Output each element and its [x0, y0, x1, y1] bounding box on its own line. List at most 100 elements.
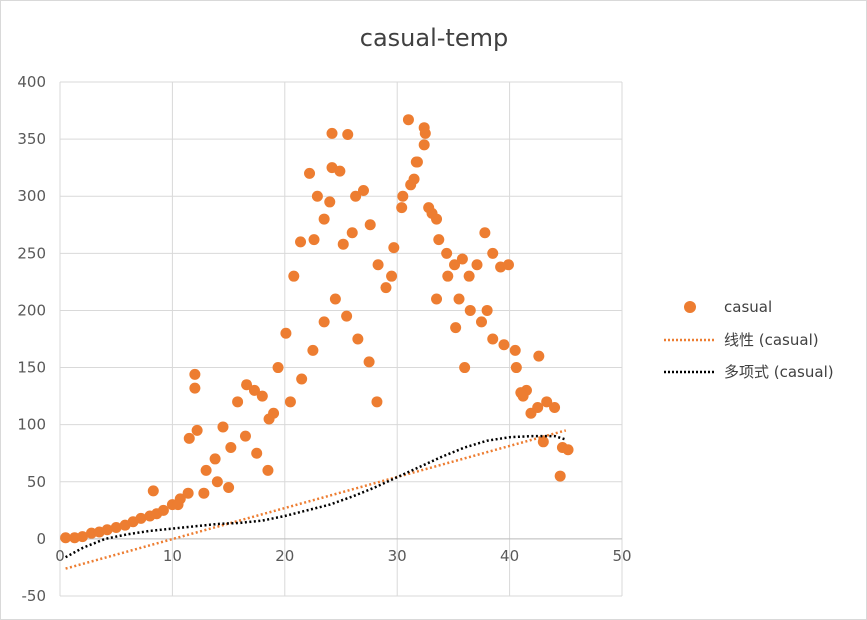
- scatter-point: [487, 333, 499, 345]
- scatter-point: [423, 202, 435, 214]
- scatter-point: [341, 310, 353, 322]
- scatter-point: [318, 213, 330, 225]
- legend-label-casual: casual: [724, 298, 772, 316]
- scatter-point: [371, 396, 383, 408]
- scatter-point: [441, 247, 453, 259]
- scatter-point: [157, 504, 169, 516]
- scatter-point: [533, 350, 545, 362]
- y-tick-label: 300: [17, 187, 46, 205]
- scatter-point: [476, 316, 487, 328]
- y-tick-label: 250: [17, 244, 46, 262]
- scatter-point: [464, 304, 476, 316]
- scatter-point: [182, 487, 194, 499]
- scatter-point: [450, 322, 462, 334]
- scatter-point: [405, 179, 417, 191]
- scatter-point: [350, 190, 362, 202]
- y-tick-label: 100: [17, 416, 46, 434]
- scatter-point: [60, 532, 72, 544]
- scatter-point: [307, 344, 319, 356]
- scatter-point: [191, 424, 203, 436]
- scatter-point: [481, 304, 493, 316]
- y-tick-label: 150: [17, 359, 46, 377]
- scatter-point: [515, 387, 527, 399]
- scatter-point: [337, 238, 349, 250]
- scatter-point: [456, 253, 468, 265]
- scatter-point: [225, 442, 237, 454]
- scatter-point: [459, 362, 471, 374]
- x-tick-label: 20: [275, 547, 294, 565]
- x-tick-label: 50: [612, 547, 631, 565]
- scatter-point: [256, 390, 268, 402]
- scatter-point: [363, 356, 375, 368]
- legend-item-linear: 线性 (casual): [664, 331, 819, 349]
- scatter-point: [232, 396, 244, 408]
- scatter-point: [562, 444, 574, 456]
- scatter-point: [346, 227, 358, 239]
- scatter-point: [101, 524, 113, 536]
- x-tick-label: 0: [55, 547, 65, 565]
- y-tick-label: -50: [22, 587, 47, 605]
- scatter-point: [431, 293, 443, 305]
- x-axis-ticks: 0 10 20 30 40 50: [55, 547, 631, 565]
- x-tick-label: 10: [163, 547, 182, 565]
- scatter-point: [487, 247, 499, 259]
- scatter-point: [239, 430, 251, 442]
- scatter-point: [449, 259, 461, 271]
- scatter-point: [509, 344, 521, 356]
- y-tick-label: 400: [17, 73, 46, 91]
- scatter-point: [419, 127, 431, 139]
- legend: casual 线性 (casual) 多项式 (casual): [664, 298, 834, 381]
- chart-title: casual-temp: [360, 24, 508, 52]
- scatter-point: [284, 396, 296, 408]
- linear-trendline: [65, 429, 567, 570]
- scatter-points: [60, 114, 574, 544]
- scatter-point: [397, 190, 409, 202]
- scatter-point: [357, 185, 369, 197]
- scatter-point: [471, 259, 483, 271]
- scatter-point: [209, 453, 221, 465]
- scatter-point: [223, 481, 235, 493]
- scatter-point: [183, 432, 195, 444]
- scatter-point: [308, 234, 320, 246]
- scatter-point: [189, 382, 201, 394]
- scatter-point: [326, 127, 338, 139]
- scatter-point: [541, 396, 553, 408]
- scatter-point: [251, 447, 263, 459]
- scatter-point: [241, 379, 253, 391]
- legend-item-casual: casual: [684, 298, 772, 316]
- scatter-point: [311, 190, 323, 202]
- scatter-point: [262, 464, 274, 476]
- scatter-point: [479, 227, 491, 239]
- y-tick-label: 50: [27, 473, 46, 491]
- legend-label-polynomial: 多项式 (casual): [724, 363, 834, 381]
- scatter-point: [396, 202, 408, 214]
- scatter-point: [304, 167, 316, 179]
- scatter-point: [211, 476, 223, 488]
- trendlines: [65, 429, 567, 570]
- legend-marker-casual: [684, 301, 696, 313]
- scatter-point: [295, 236, 307, 248]
- scatter-point: [386, 270, 398, 282]
- x-tick-label: 40: [500, 547, 519, 565]
- scatter-point: [442, 270, 454, 282]
- scatter-point: [380, 282, 392, 294]
- scatter-point: [200, 464, 212, 476]
- scatter-point: [433, 234, 445, 246]
- scatter-point: [135, 512, 147, 524]
- scatter-point: [296, 373, 308, 385]
- scatter-point: [76, 531, 88, 543]
- scatter-point: [411, 156, 423, 168]
- scatter-point: [402, 114, 414, 126]
- scatter-point: [537, 436, 549, 448]
- y-tick-label: 350: [17, 130, 46, 148]
- scatter-point: [502, 259, 514, 271]
- scatter-point: [372, 259, 384, 271]
- y-tick-label: 200: [17, 301, 46, 319]
- scatter-point: [172, 499, 184, 511]
- scatter-point: [532, 402, 544, 414]
- scatter-point: [217, 421, 229, 433]
- scatter-point: [324, 196, 336, 208]
- scatter-point: [453, 293, 465, 305]
- scatter-point: [147, 485, 159, 497]
